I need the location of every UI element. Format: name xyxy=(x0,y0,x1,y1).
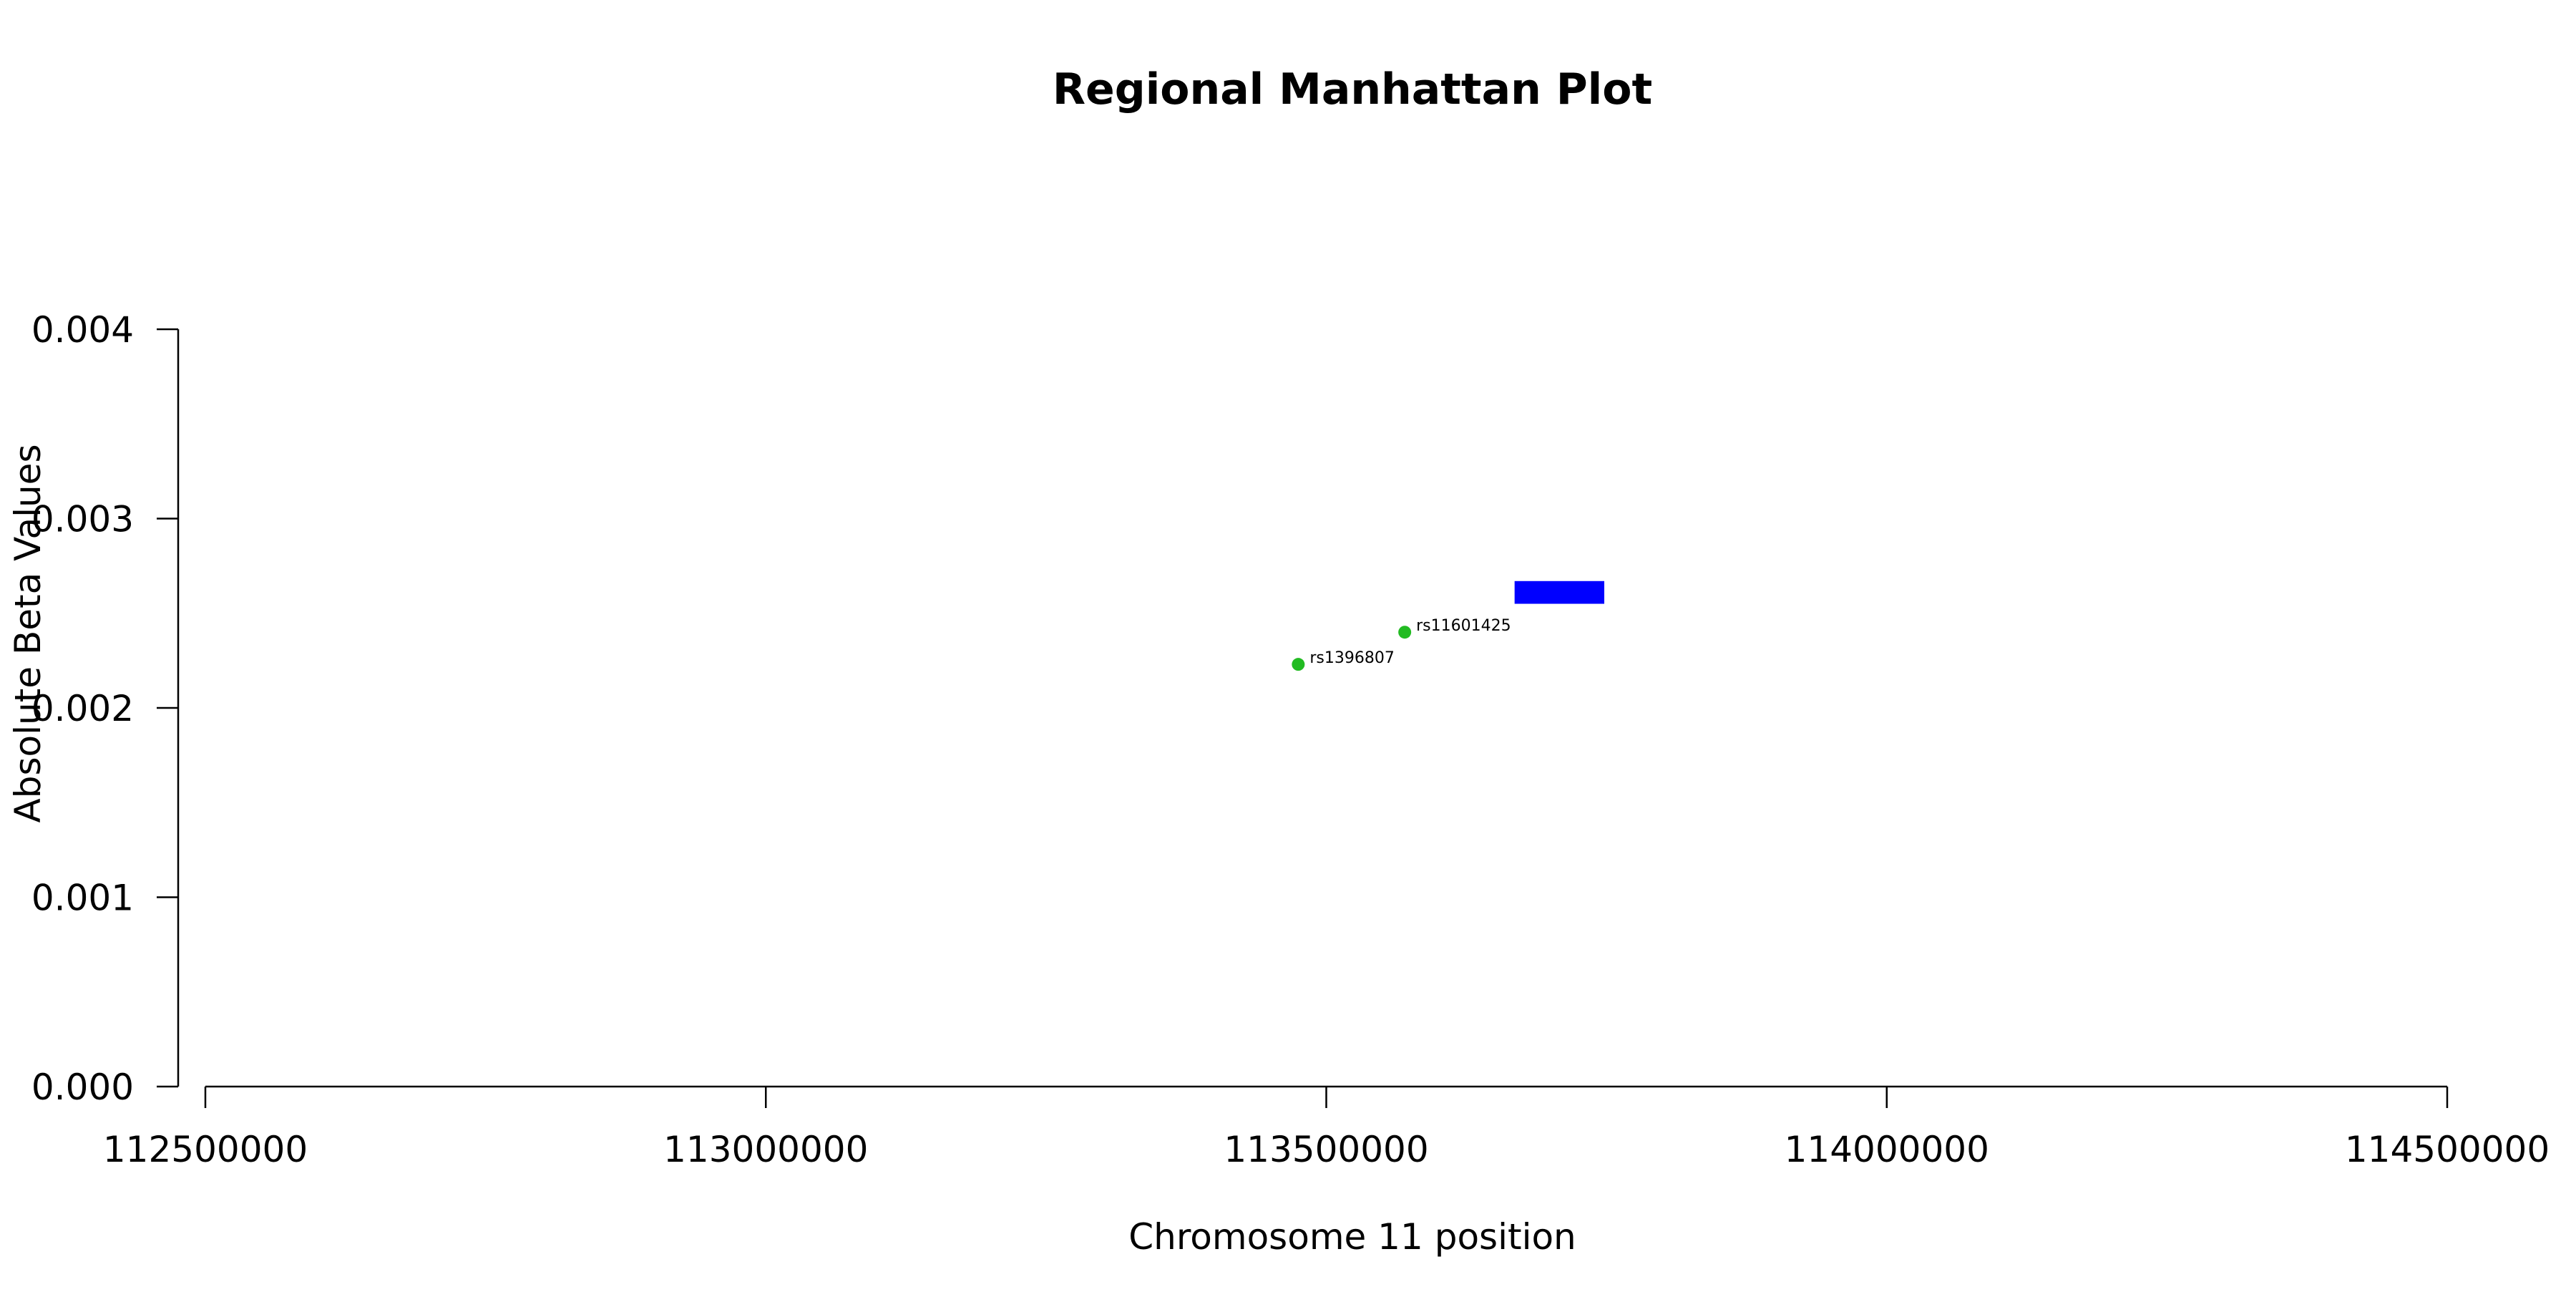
x-tick-label: 113000000 xyxy=(663,1129,868,1170)
data-point xyxy=(1292,658,1305,671)
x-tick-label: 113500000 xyxy=(1224,1129,1428,1170)
y-tick-label: 0.002 xyxy=(31,688,134,729)
chart-title: Regional Manhattan Plot xyxy=(1053,64,1652,115)
y-axis: 0.000 0.001 0.002 0.003 0.004 xyxy=(31,309,180,1108)
x-tick-label: 112500000 xyxy=(103,1129,308,1170)
data-point-label: rs1396807 xyxy=(1309,649,1395,667)
y-tick-label: 0.001 xyxy=(31,878,134,919)
plot-area: rs1396807 rs11601425 xyxy=(1292,581,1604,671)
y-tick-label: 0.000 xyxy=(31,1067,134,1108)
x-tick-label: 114500000 xyxy=(2345,1129,2550,1170)
y-tick-label: 0.004 xyxy=(31,309,134,351)
data-point-label: rs11601425 xyxy=(1416,617,1511,635)
x-axis: 112500000 113000000 113500000 114000000 1145… xyxy=(103,1085,2550,1170)
x-tick-label: 114000000 xyxy=(1785,1129,1989,1170)
y-tick-label: 0.003 xyxy=(31,499,134,540)
x-axis-label: Chromosome 11 position xyxy=(1128,1216,1576,1258)
gene-region-bar xyxy=(1514,581,1604,604)
y-axis-label: Absolute Beta Values xyxy=(7,445,49,823)
data-point xyxy=(1398,626,1412,639)
